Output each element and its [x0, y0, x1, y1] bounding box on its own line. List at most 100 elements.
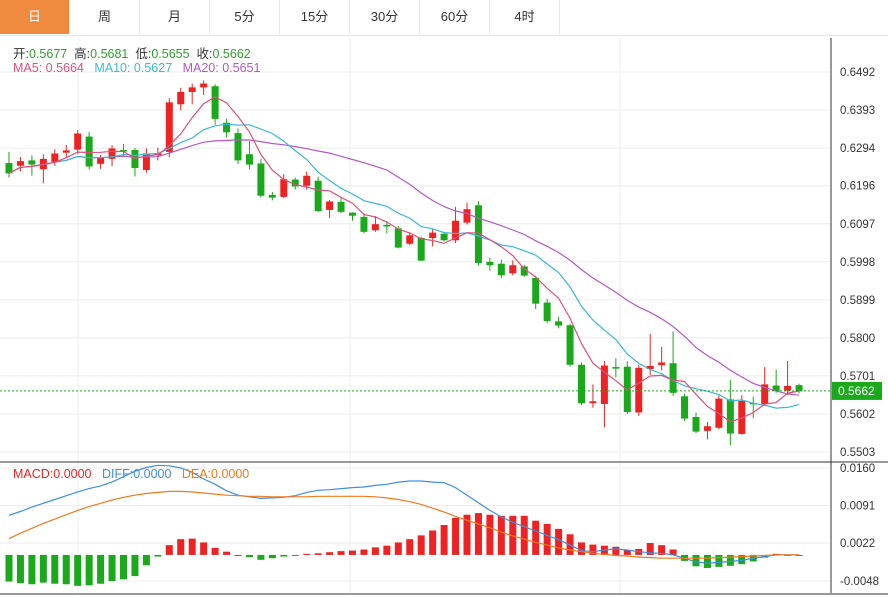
tab-0[interactable]: 日 [0, 0, 70, 34]
candle-body [555, 321, 563, 326]
candle-body [784, 385, 792, 391]
macd-bar [268, 554, 276, 559]
macd-bar [360, 549, 368, 555]
macd-tick-label: -0.0048 [840, 576, 879, 588]
macd-readout: MACD:0.0000 DIFF:0.0000 DEA:0.0000 [13, 467, 249, 481]
macd-bar [280, 554, 288, 557]
candle-body [600, 365, 608, 404]
candle-body [452, 220, 460, 241]
ma20-label: MA20: [182, 61, 223, 75]
candle-body [612, 367, 620, 369]
candle-body [383, 224, 391, 227]
macd-bar [314, 553, 322, 555]
macd-bar [623, 550, 631, 555]
macd-bar [532, 520, 540, 555]
dea-value: 0.0000 [211, 467, 250, 481]
candle-body [726, 399, 734, 434]
macd-bar [463, 514, 471, 555]
tab-7[interactable]: 4时 [490, 0, 560, 34]
candle-body [566, 325, 574, 365]
diff-value: 0.0000 [133, 467, 172, 481]
macd-bar [188, 538, 196, 555]
price-tick-label: 0.5503 [840, 447, 875, 459]
candle-body [303, 175, 311, 186]
macd-bar [326, 552, 334, 555]
macd-bar [371, 547, 379, 555]
close-value: 0.5662 [212, 47, 251, 61]
high-label: 高: [74, 47, 91, 61]
macd-bar [142, 554, 150, 566]
ma-readout: MA5: 0.5664 MA10: 0.5627 MA20: 0.5651 [13, 61, 260, 75]
macd-bar [612, 546, 620, 555]
candle-body [120, 149, 127, 152]
ma5-label: MA5: [13, 61, 46, 75]
tab-4[interactable]: 15分 [280, 0, 350, 34]
macd-tick-label: 0.0160 [840, 463, 875, 475]
diff-line [8, 464, 799, 564]
macd-bar [520, 515, 528, 555]
macd-bar [16, 554, 24, 584]
candle-body [463, 209, 471, 223]
candle-body [474, 205, 482, 263]
macd-bar [383, 545, 391, 555]
candle-body [28, 160, 36, 165]
macd-bar [28, 554, 36, 585]
macd-bar [703, 554, 711, 568]
candle-body [62, 150, 70, 153]
macd-bar [165, 545, 173, 555]
ma5-line [8, 96, 800, 423]
candle-body [795, 385, 803, 391]
macd-bar [406, 539, 414, 555]
macd-bar [795, 554, 803, 556]
price-chart[interactable]: 0.6492 0.6393 0.6294 0.6196 0.6097 0.5998 0.58… [0, 35, 888, 597]
macd-bar [177, 539, 185, 555]
candle-body [497, 263, 505, 276]
candle-body [589, 401, 597, 404]
macd-bar [200, 542, 208, 555]
candle-body [532, 277, 540, 304]
ma20-value: 0.5651 [222, 61, 261, 75]
macd-bar [394, 542, 402, 555]
candle-body [486, 261, 494, 266]
candle-body [188, 87, 196, 92]
candle-body [371, 224, 379, 231]
macd-bar [62, 554, 70, 585]
tab-1[interactable]: 周 [70, 0, 140, 34]
diff-label: DIFF: [101, 467, 134, 481]
macd-bar [543, 523, 551, 555]
dea-label: DEA: [181, 467, 212, 481]
macd-bar [154, 554, 162, 557]
dea-line [8, 490, 799, 559]
candle-body [291, 179, 299, 187]
macd-value: 0.0000 [53, 467, 92, 481]
price-tick-label: 0.6492 [840, 67, 875, 79]
candle-body [635, 367, 643, 413]
price-tick-label: 0.5800 [840, 333, 875, 345]
macd-bar [738, 554, 746, 565]
macd-bar [555, 528, 563, 555]
candle-body [74, 133, 82, 150]
candle-body [211, 86, 219, 119]
macd-bar [578, 542, 585, 555]
low-label: 低: [135, 47, 152, 61]
macd-bar [497, 515, 505, 555]
candle-body [669, 363, 677, 393]
tab-5[interactable]: 30分 [350, 0, 420, 34]
candle-body [108, 148, 116, 159]
ma10-value: 0.5627 [133, 61, 173, 75]
price-tick-label: 0.6393 [840, 105, 875, 117]
candle-body [97, 157, 105, 164]
tab-3[interactable]: 5分 [210, 0, 280, 34]
price-tick-label: 0.5602 [840, 409, 875, 421]
candle-body [772, 385, 780, 391]
tab-2[interactable]: 月 [140, 0, 210, 34]
candle-body [200, 83, 208, 88]
tab-6[interactable]: 60分 [420, 0, 490, 34]
candle-body [520, 266, 528, 276]
candle-body [257, 163, 265, 196]
macd-bar [417, 535, 425, 555]
macd-bar [131, 554, 139, 577]
candle-body [578, 364, 585, 404]
candle-body [761, 384, 769, 404]
macd-label: MACD: [13, 467, 54, 481]
